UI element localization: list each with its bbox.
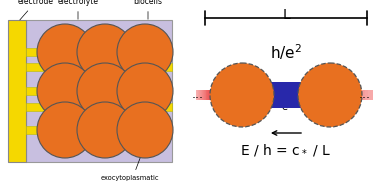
- Bar: [204, 90, 206, 100]
- Bar: [307, 90, 311, 100]
- Circle shape: [117, 102, 173, 158]
- Circle shape: [37, 63, 93, 119]
- Bar: [215, 90, 219, 100]
- Text: biocells: biocells: [133, 0, 163, 19]
- Bar: [202, 90, 203, 100]
- Bar: [214, 90, 215, 100]
- Bar: [311, 90, 315, 100]
- Text: electrode: electrode: [18, 0, 54, 20]
- Bar: [198, 90, 199, 100]
- Text: E / h = c$_*$ / L: E / h = c$_*$ / L: [240, 142, 332, 158]
- Bar: [314, 90, 319, 100]
- Text: ...: ...: [192, 88, 204, 102]
- Bar: [322, 90, 326, 100]
- Bar: [361, 90, 365, 100]
- Bar: [201, 90, 202, 100]
- Bar: [300, 90, 353, 100]
- Bar: [343, 90, 347, 100]
- Bar: [213, 90, 215, 100]
- Bar: [329, 90, 333, 100]
- Bar: [211, 90, 213, 100]
- Text: L: L: [282, 8, 290, 22]
- Bar: [26, 103, 172, 111]
- Bar: [26, 63, 172, 71]
- Bar: [199, 90, 200, 100]
- Bar: [196, 90, 197, 100]
- Circle shape: [298, 63, 362, 127]
- Circle shape: [37, 102, 93, 158]
- Circle shape: [77, 24, 133, 80]
- Bar: [300, 90, 304, 100]
- Bar: [339, 90, 344, 100]
- Bar: [208, 90, 210, 100]
- Bar: [365, 90, 369, 100]
- Bar: [347, 90, 351, 100]
- Text: h/e$^2$: h/e$^2$: [270, 42, 302, 62]
- Circle shape: [37, 24, 93, 80]
- Bar: [200, 90, 201, 100]
- Circle shape: [117, 24, 173, 80]
- Text: electrolyte: electrolyte: [57, 0, 99, 19]
- Bar: [26, 48, 39, 56]
- Bar: [203, 90, 204, 100]
- Bar: [26, 87, 39, 95]
- Bar: [210, 90, 212, 100]
- Bar: [336, 90, 340, 100]
- Bar: [26, 20, 172, 162]
- Bar: [332, 90, 336, 100]
- Text: e: e: [282, 102, 288, 112]
- Bar: [325, 90, 329, 100]
- Bar: [358, 90, 362, 100]
- Bar: [206, 90, 207, 100]
- Bar: [268, 82, 304, 108]
- Bar: [204, 90, 205, 100]
- Bar: [26, 126, 39, 134]
- Bar: [212, 90, 214, 100]
- Bar: [197, 90, 198, 100]
- Text: exocytoplasmatic
pili-cytochromes
structures: exocytoplasmatic pili-cytochromes struct…: [101, 148, 159, 182]
- Text: ...: ...: [359, 88, 371, 102]
- Bar: [354, 90, 358, 100]
- Bar: [350, 90, 355, 100]
- Bar: [318, 90, 322, 100]
- Circle shape: [210, 63, 274, 127]
- Circle shape: [117, 63, 173, 119]
- Bar: [304, 90, 308, 100]
- Bar: [8, 20, 26, 162]
- Circle shape: [77, 102, 133, 158]
- Bar: [369, 90, 372, 100]
- Bar: [209, 90, 211, 100]
- Bar: [206, 90, 208, 100]
- Bar: [208, 90, 209, 100]
- Circle shape: [77, 63, 133, 119]
